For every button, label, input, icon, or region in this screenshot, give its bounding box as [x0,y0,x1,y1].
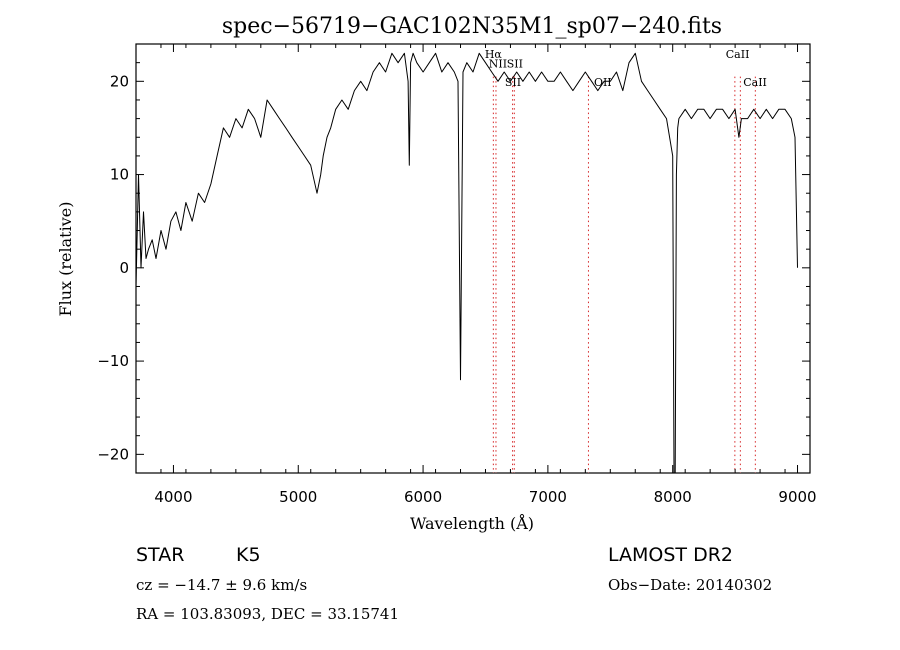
survey-name: LAMOST DR2 [608,544,733,566]
x-tick-label-4: 8000 [654,488,692,506]
line-marker-group [492,76,756,473]
x-axis: 4000 5000 6000 7000 8000 9000 [135,44,817,506]
x-tick-label-5: 9000 [778,488,816,506]
annotation-5: CaII [726,48,750,61]
chart-title: spec−56719−GAC102N35M1_sp07−240.fits [222,14,722,39]
x-tick-label-2: 6000 [404,488,442,506]
y-axis: −20 −10 0 10 20 [97,43,810,474]
x-axis-label: Wavelength (Å) [410,513,534,533]
annotation-1: NII [489,57,507,70]
x-tick-label-0: 4000 [154,488,192,506]
annotation-6: CaII [743,76,767,89]
series-group [135,52,798,474]
object-type: STAR [136,544,184,566]
annotation-2: SII [507,57,523,70]
y-tick-label-0: −20 [97,445,129,463]
annotation-0: Hα [485,48,503,61]
y-tick-label-1: −10 [97,352,129,370]
annotation-4: OII [594,76,612,89]
object-subclass: K5 [236,544,261,566]
x-tick-label-3: 7000 [529,488,567,506]
spectrum-line-0 [135,52,798,474]
x-tick-label-1: 5000 [279,488,317,506]
plot-frame [135,43,811,474]
y-tick-label-4: 20 [110,72,129,90]
redshift-info: cz = −14.7 ± 9.6 km/s [136,576,307,594]
annotation-3: SII [505,76,521,89]
observation-date: Obs−Date: 20140302 [608,576,772,594]
y-tick-label-2: 0 [119,259,129,277]
y-axis-label: Flux (relative) [56,202,75,317]
y-tick-label-3: 10 [110,166,129,184]
coordinates: RA = 103.83093, DEC = 33.15741 [136,605,399,623]
